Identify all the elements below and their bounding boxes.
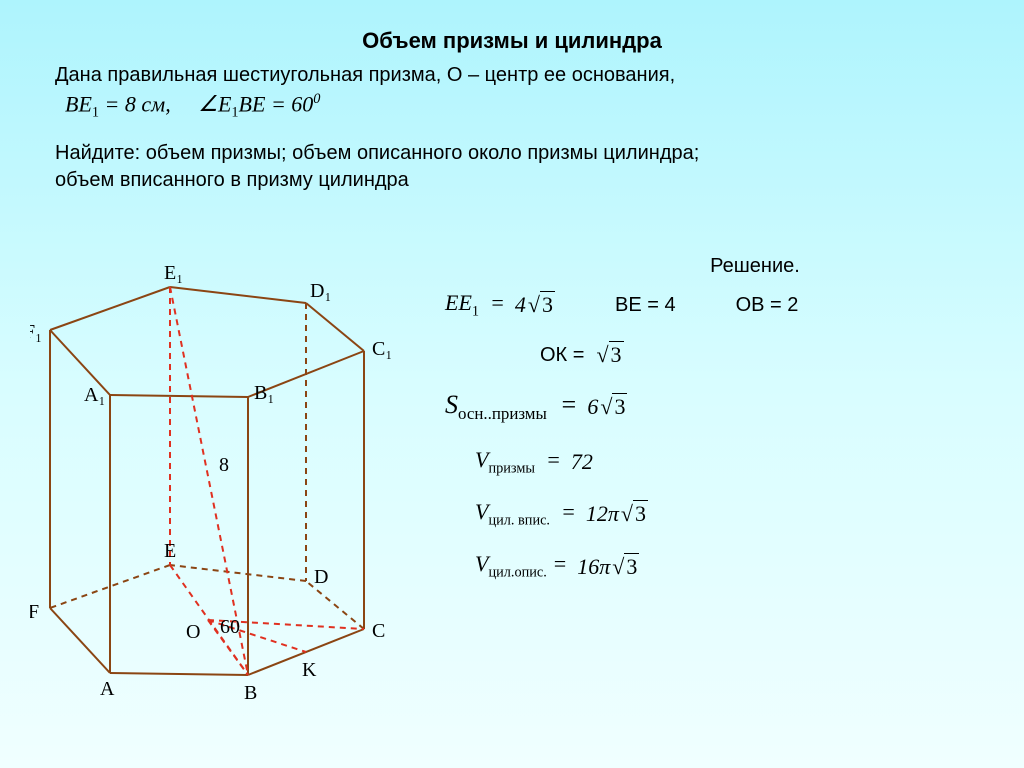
- svg-text:8: 8: [219, 454, 229, 476]
- ob-val: ОВ = 2: [736, 294, 799, 317]
- angle-be: BE: [239, 91, 266, 116]
- be-val: BE = 4: [615, 294, 676, 317]
- given-formula: BE1 = 8 см, E1BE = 600: [65, 91, 1024, 122]
- row-vins: Vцил. впис. = 12π3: [475, 499, 1005, 529]
- task-line2: объем вписанного в призму цилиндра: [55, 169, 409, 191]
- given-text: Дана правильная шестиугольная призма, О …: [55, 64, 1024, 87]
- sbase-lhs: Sосн..призмы =: [445, 390, 577, 424]
- sbase-rhs: 63: [587, 394, 627, 420]
- row-vprism: Vпризмы = 72: [475, 447, 1005, 477]
- solution-heading: Решение.: [505, 255, 1005, 278]
- row-ee1: EE1 = 43 BE = 4 ОВ = 2: [445, 290, 1005, 320]
- be1-sub: 1: [92, 105, 99, 121]
- svg-text:60: 60: [220, 616, 240, 638]
- svg-text:F: F: [30, 601, 39, 623]
- svg-text:C: C: [372, 620, 385, 642]
- page-title: Объем призмы и цилиндра: [0, 0, 1024, 54]
- svg-text:O: O: [186, 621, 200, 643]
- ee1-rhs: 43: [515, 292, 555, 318]
- vins-rhs: 12π3: [586, 501, 648, 527]
- svg-text:E: E: [164, 540, 176, 562]
- be1-var: BE: [65, 91, 92, 116]
- svg-text:A: A: [100, 678, 115, 700]
- vins-lhs: Vцил. впис. =: [475, 499, 576, 529]
- ok-rhs: 3: [594, 342, 623, 368]
- svg-text:D: D: [314, 566, 328, 588]
- task-line1: Найдите: объем призмы; объем описанного …: [55, 142, 699, 164]
- be1-val: = 8 см,: [105, 91, 171, 116]
- svg-text:A₁: A₁: [84, 384, 105, 406]
- svg-text:B₁: B₁: [254, 382, 274, 404]
- angle-val: = 60: [271, 91, 313, 116]
- svg-text:B: B: [244, 682, 257, 704]
- vprism-lhs: Vпризмы =: [475, 447, 561, 477]
- angle-symbol: [198, 91, 218, 116]
- task-text: Найдите: объем призмы; объем описанного …: [55, 140, 1024, 194]
- row-sbase: Sосн..призмы = 63: [445, 390, 1005, 424]
- vprism-rhs: 72: [571, 449, 593, 475]
- vcirc-lhs: Vцил.опис. =: [475, 551, 567, 581]
- svg-text:F₁: F₁: [30, 321, 42, 343]
- ok-lhs: ОК =: [540, 344, 584, 367]
- ee1-lhs: EE1 =: [445, 290, 505, 320]
- svg-text:K: K: [302, 659, 317, 681]
- svg-text:C₁: C₁: [372, 338, 392, 360]
- row-ok: ОК = 3: [540, 342, 1005, 368]
- svg-text:E₁: E₁: [164, 265, 183, 284]
- solution-block: Решение. EE1 = 43 BE = 4 ОВ = 2 ОК = 3 S…: [445, 255, 1005, 604]
- svg-text:D₁: D₁: [310, 280, 331, 302]
- angle-sup: 0: [313, 91, 320, 107]
- vcirc-rhs: 16π3: [577, 554, 639, 580]
- row-vcirc: Vцил.опис. = 16π3: [475, 551, 1005, 581]
- angle-sub1: 1: [231, 105, 238, 121]
- prism-diagram: E₁ D₁ F₁ C₁ A₁ B₁ E D F C A B O K 8 60: [30, 265, 430, 715]
- angle-e: E: [218, 91, 231, 116]
